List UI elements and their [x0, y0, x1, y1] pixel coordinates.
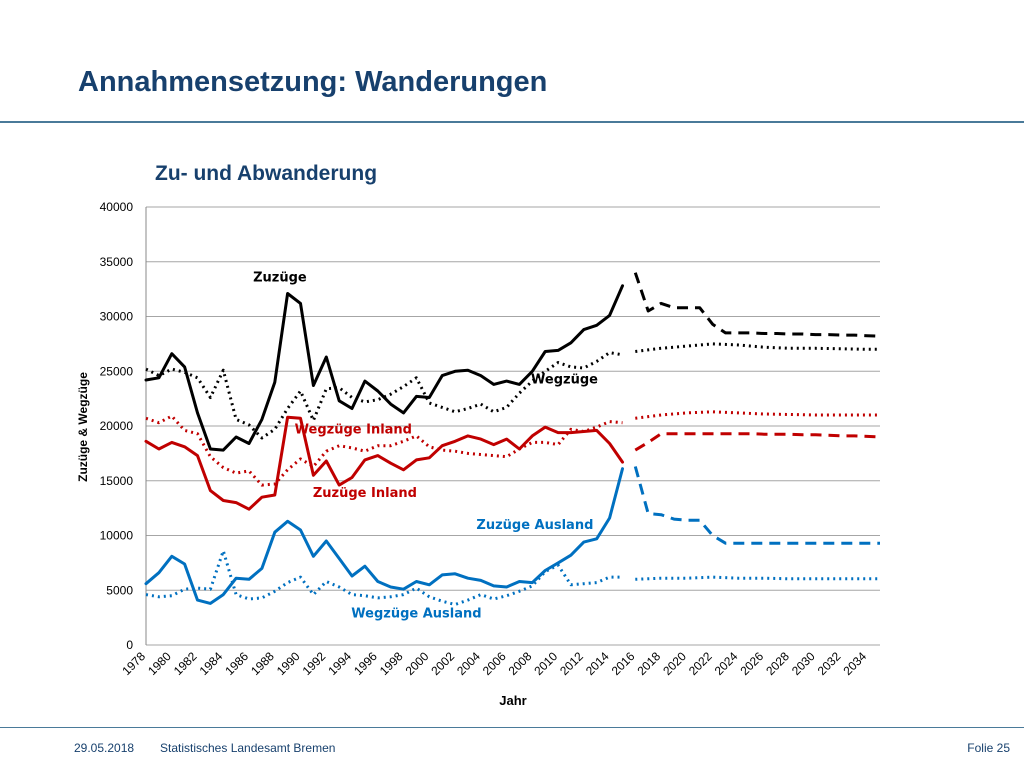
x-tick-label: 2030 [789, 649, 818, 678]
x-tick-label: 1990 [274, 649, 303, 678]
y-tick-label: 15000 [100, 474, 134, 488]
y-tick-label: 20000 [100, 419, 134, 433]
series-line [634, 432, 881, 452]
y-tick-label: 0 [126, 638, 133, 652]
x-tick-label: 2010 [531, 649, 560, 678]
x-tick-label: 2034 [840, 649, 869, 678]
x-tick-label: 2012 [557, 649, 586, 678]
slide-title: Annahmensetzung: Wanderungen [78, 66, 548, 98]
y-tick-labels: 0 5000 10000 15000 20000 25000 30000 35000 40000 [100, 200, 134, 652]
x-tick-labels: 1978198019821984198619881990199219941996… [119, 649, 869, 678]
x-tick-label: 1996 [351, 649, 380, 678]
x-tick-label: 2022 [686, 649, 715, 678]
x-tick-label: 2004 [454, 649, 483, 678]
series-line [635, 410, 880, 420]
series-line [145, 351, 623, 440]
series-line [635, 575, 880, 581]
series-line [633, 272, 881, 338]
title-divider [0, 121, 1024, 123]
x-tick-label: 1982 [171, 649, 200, 678]
series-annotations: Zuzüge Wegzüge Wegzüge Inland Zuzüge Inland… [253, 270, 598, 621]
series-line [145, 549, 623, 606]
x-tick-label: 2000 [403, 649, 432, 678]
series-line [635, 342, 880, 353]
series-annotation: Zuzüge [253, 270, 307, 285]
series-annotation: Wegzüge Inland [295, 423, 412, 438]
x-tick-label: 2024 [712, 649, 741, 678]
x-tick-label: 2008 [506, 649, 535, 678]
x-tick-label: 2014 [583, 649, 612, 678]
x-tick-label: 2032 [815, 649, 844, 678]
x-tick-label: 1992 [300, 649, 329, 678]
y-tick-label: 5000 [106, 583, 133, 597]
y-axis-label: Zuzüge & Wegzüge [76, 372, 90, 482]
x-tick-label: 1978 [119, 649, 148, 678]
x-tick-label: 1994 [325, 649, 354, 678]
footer-date: 29.05.2018 [74, 741, 135, 755]
x-tick-label: 2006 [480, 649, 509, 678]
series-annotation: Zuzüge Inland [313, 486, 417, 501]
series-annotation: Zuzüge Ausland [476, 518, 593, 533]
x-axis-label: Jahr [499, 693, 526, 708]
x-tick-label: 1984 [197, 649, 226, 678]
footer-organisation: Statistisches Landesamt Bremen [160, 741, 336, 755]
x-tick-label: 2016 [609, 649, 638, 678]
series-line [144, 415, 624, 511]
series-annotation: Wegzüge Ausland [351, 607, 481, 622]
series-lines [144, 272, 881, 606]
series-line [144, 467, 624, 605]
x-tick-label: 2026 [737, 649, 766, 678]
grid-lines [145, 206, 880, 646]
series-line [145, 414, 623, 487]
x-tick-label: 1980 [145, 649, 174, 678]
footer-page-number: Folie 25 [967, 741, 1010, 755]
y-tick-label: 35000 [100, 255, 134, 269]
y-tick-label: 30000 [100, 310, 134, 324]
x-tick-label: 1998 [377, 649, 406, 678]
x-tick-label: 2028 [763, 649, 792, 678]
footer-divider [0, 727, 1024, 728]
y-tick-label: 40000 [100, 200, 134, 214]
x-tick-label: 2018 [634, 649, 663, 678]
x-tick-label: 1986 [222, 649, 251, 678]
x-tick-label: 1988 [248, 649, 277, 678]
series-line [144, 284, 624, 452]
series-annotation: Wegzüge [531, 372, 598, 387]
x-tick-label: 2020 [660, 649, 689, 678]
y-tick-label: 10000 [100, 529, 134, 543]
series-line [633, 466, 880, 545]
x-tick-label: 2002 [428, 649, 457, 678]
y-tick-label: 25000 [100, 364, 134, 378]
chart-title: Zu- und Abwanderung [155, 162, 377, 185]
